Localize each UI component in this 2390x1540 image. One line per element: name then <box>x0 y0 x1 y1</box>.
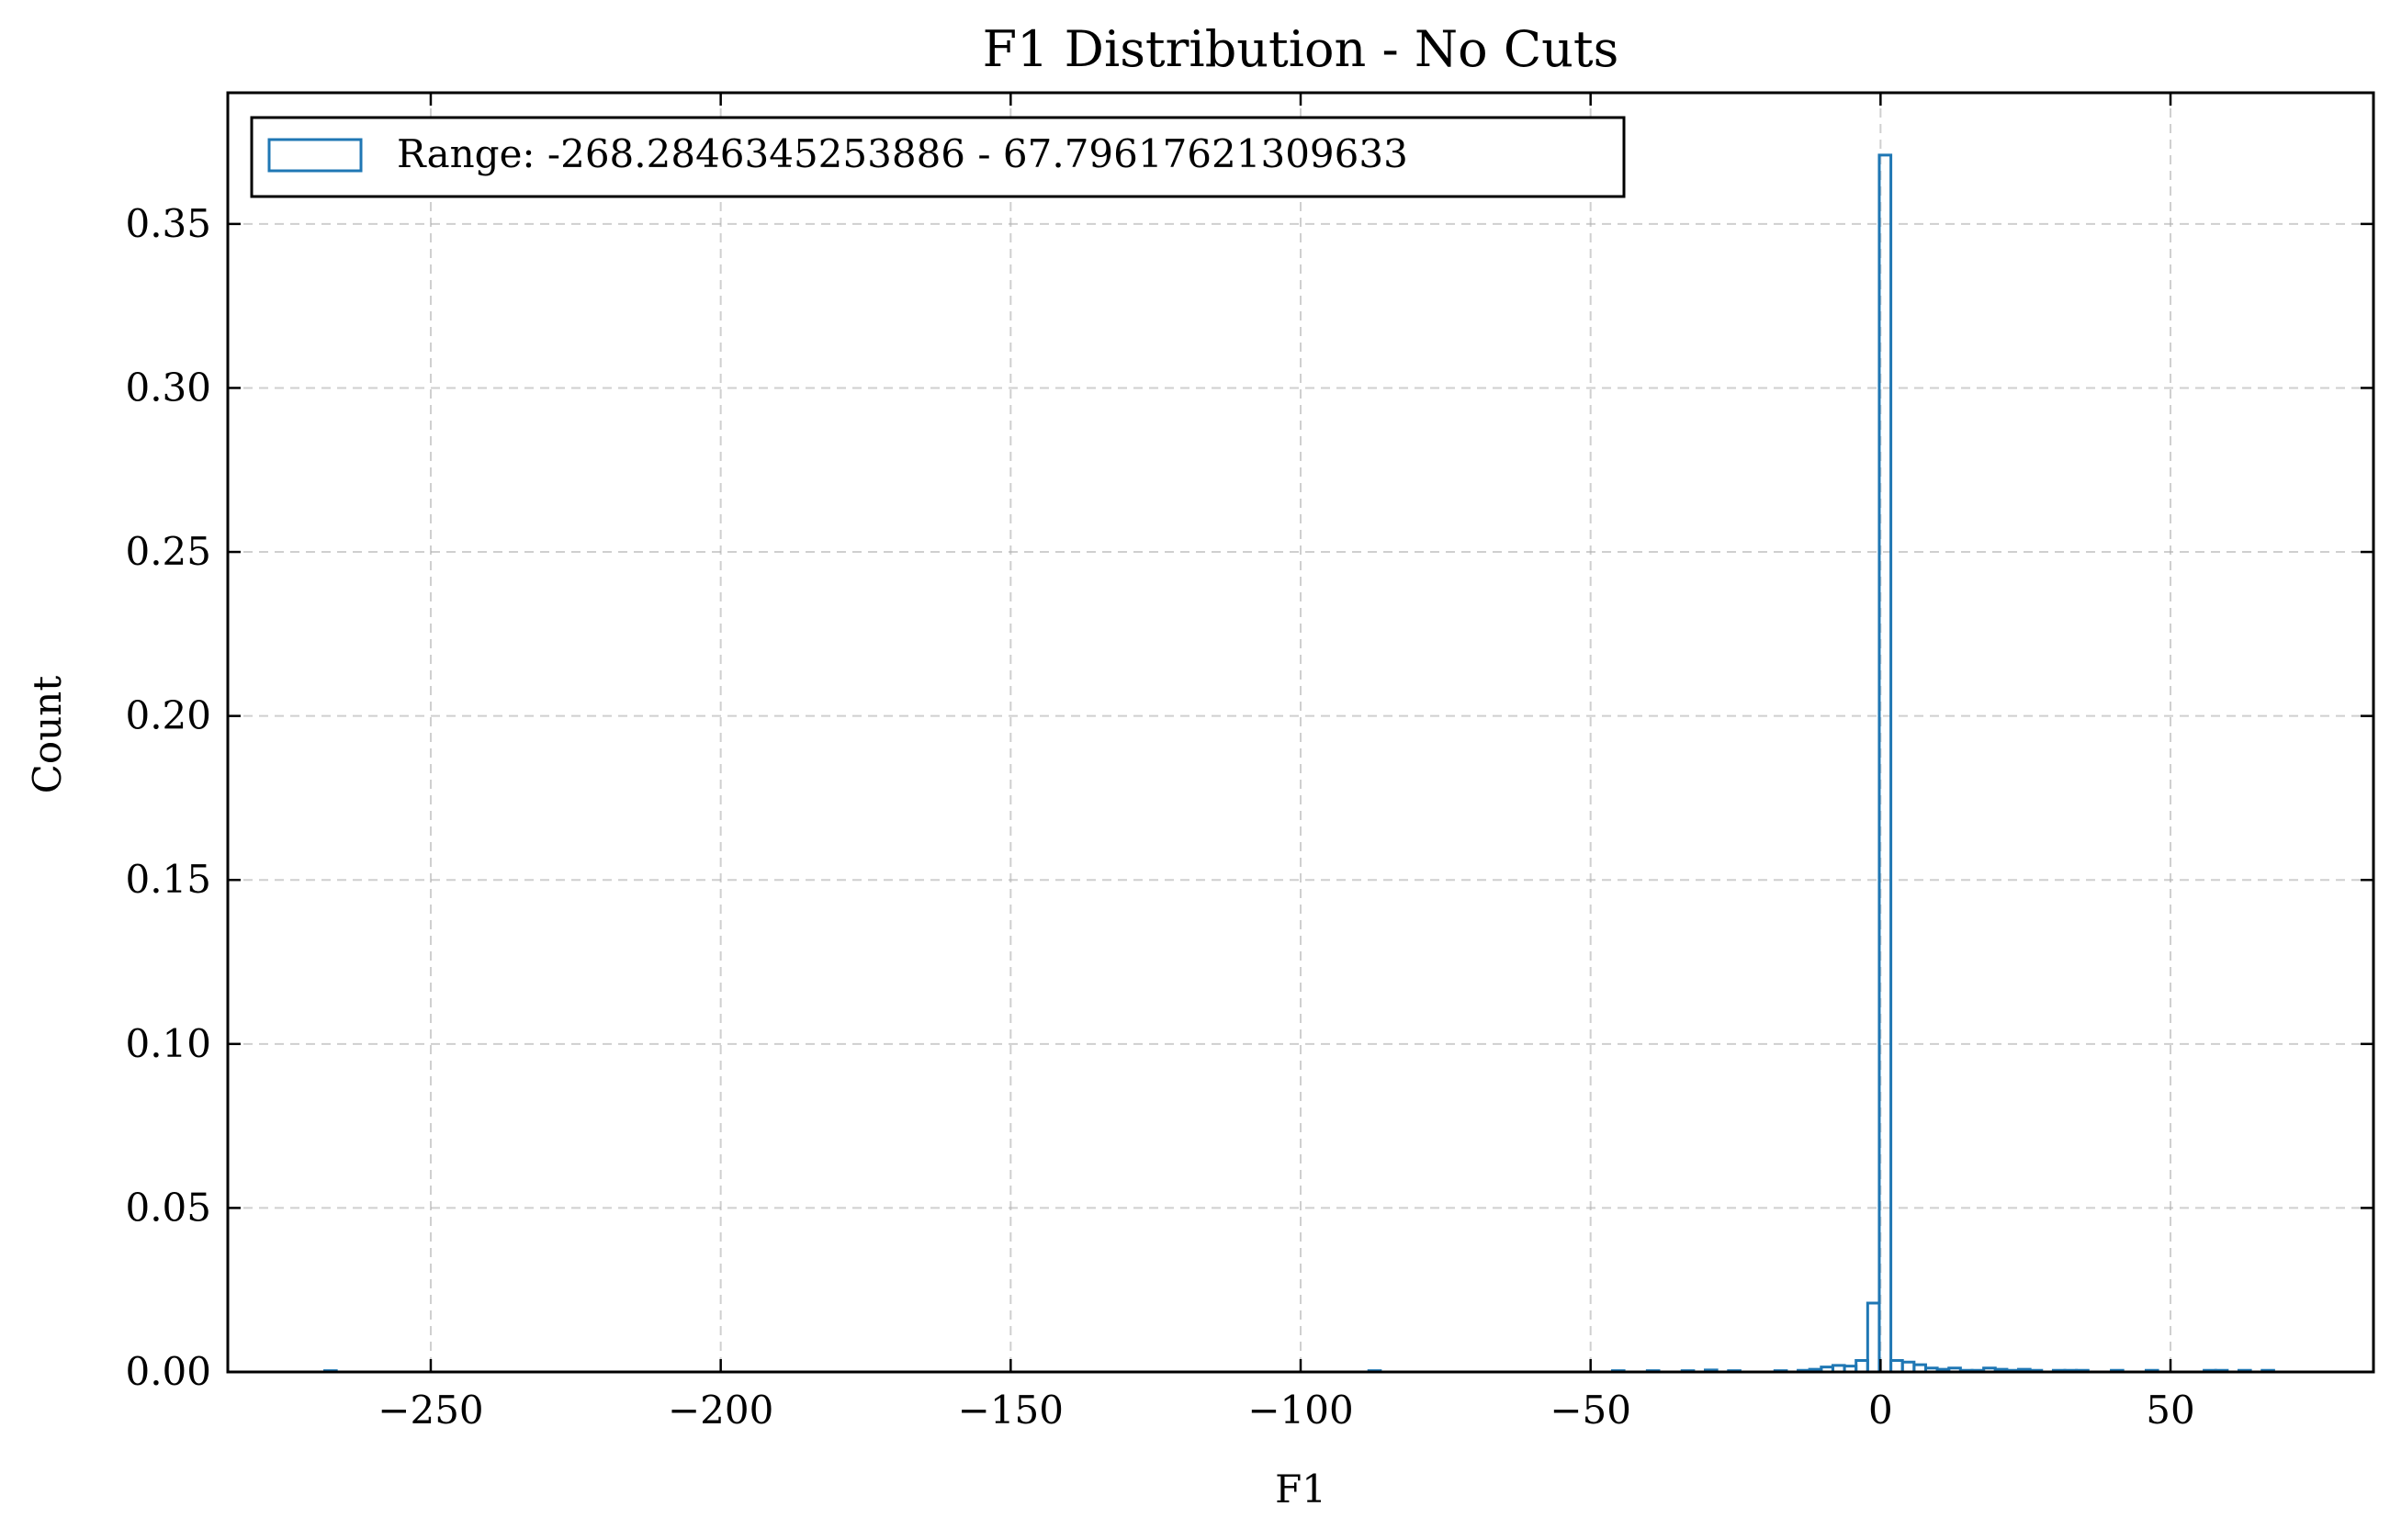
x-axis-label: F1 <box>1275 1467 1326 1512</box>
y-tick-label: 0.35 <box>125 201 211 246</box>
axis-ticks: −250 −200 −150 −100 −50 0 50 0.00 0.05 0.10 0.15 0.… <box>125 93 2373 1433</box>
legend-frame <box>250 116 1626 198</box>
y-axis-label: Count <box>25 676 70 794</box>
x-tick-label: −100 <box>1247 1388 1353 1433</box>
histogram-bin <box>1877 153 1893 1372</box>
x-tick-label: −50 <box>1550 1388 1631 1433</box>
legend-entry-label: Range: -268.2846345253886 - 67.796176213… <box>397 131 1408 176</box>
y-tick-label: 0.30 <box>125 365 211 410</box>
x-tick-label: 0 <box>1868 1388 1893 1433</box>
x-tick-label: −250 <box>378 1388 483 1433</box>
chart-title: F1 Distribution - No Cuts <box>983 20 1619 78</box>
legend: Range: -268.2846345253886 - 67.796176213… <box>250 116 1626 198</box>
y-tick-label: 0.10 <box>125 1021 211 1066</box>
x-tick-label: 50 <box>2146 1388 2194 1433</box>
x-tick-label: −200 <box>668 1388 773 1433</box>
y-tick-label: 0.05 <box>125 1185 211 1230</box>
y-tick-label: 0.15 <box>125 857 211 902</box>
y-tick-label: 0.00 <box>125 1349 211 1394</box>
y-tick-label: 0.20 <box>125 693 211 738</box>
legend-swatch <box>267 138 363 173</box>
y-tick-label: 0.25 <box>125 529 211 574</box>
x-tick-label: −150 <box>958 1388 1064 1433</box>
